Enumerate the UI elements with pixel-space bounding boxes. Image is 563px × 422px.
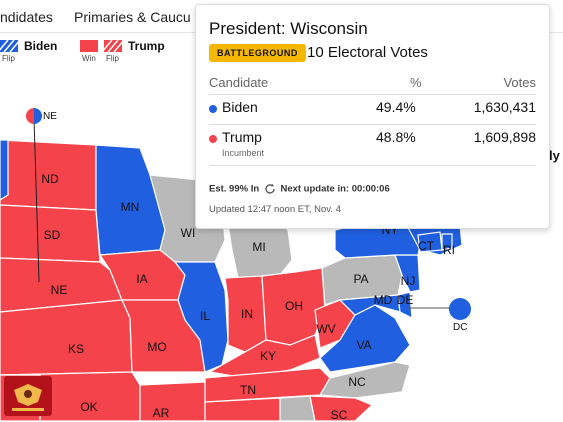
label-mo: MO bbox=[147, 340, 167, 354]
row-divider bbox=[209, 124, 536, 125]
legend-biden-label: Biden bbox=[24, 39, 58, 53]
state-delaware[interactable] bbox=[397, 291, 413, 320]
label-nd: ND bbox=[41, 172, 59, 186]
logo-emblem-icon bbox=[12, 384, 44, 411]
candidate-biden-name: Biden bbox=[222, 99, 258, 115]
electoral-votes: 10 Electoral Votes bbox=[307, 44, 428, 61]
state-georgia[interactable] bbox=[279, 395, 316, 421]
col-votes: Votes bbox=[503, 75, 536, 90]
state-arkansas[interactable] bbox=[139, 381, 206, 421]
label-il: IL bbox=[199, 309, 211, 323]
state-rhode-island[interactable] bbox=[441, 233, 453, 251]
header-divider bbox=[209, 94, 536, 95]
state-south-red[interactable] bbox=[204, 397, 281, 421]
label-wi: WI bbox=[180, 226, 196, 240]
label-sd: SD bbox=[43, 228, 61, 242]
legend-trump-flip: Flip bbox=[106, 54, 119, 63]
trump-flip-swatch bbox=[104, 40, 122, 52]
label-tn: TN bbox=[240, 383, 256, 397]
state-illinois[interactable] bbox=[173, 261, 229, 373]
col-candidate: Candidate bbox=[209, 75, 269, 90]
label-nj: NJ bbox=[400, 274, 416, 288]
label-ia: IA bbox=[136, 272, 148, 286]
biden-dot bbox=[209, 105, 217, 113]
popup-title: President: Wisconsin bbox=[209, 19, 368, 38]
col-pct: % bbox=[410, 75, 422, 90]
label-mn: MN bbox=[120, 200, 140, 214]
candidate-biden-votes: 1,630,431 bbox=[473, 99, 536, 115]
label-ks: KS bbox=[67, 342, 85, 356]
next-update: Next update in: 00:00:06 bbox=[280, 183, 390, 195]
map-legend: Biden Flip Trump Win Flip bbox=[0, 36, 200, 66]
candidate-trump-pct: 48.8% bbox=[376, 129, 416, 145]
ne-marker-label: NE bbox=[43, 111, 57, 122]
trump-dot bbox=[209, 135, 217, 143]
legend-trump-win: Win bbox=[82, 54, 96, 63]
label-ne: NE bbox=[50, 283, 68, 297]
trump-win-swatch bbox=[80, 40, 98, 52]
label-va: VA bbox=[356, 338, 372, 352]
label-wv: WV bbox=[316, 322, 336, 336]
candidate-trump-note: Incumbent bbox=[222, 148, 265, 158]
nav-candidates[interactable]: ndidates bbox=[0, 9, 53, 25]
label-ct: CT bbox=[418, 239, 434, 253]
label-ok: OK bbox=[80, 400, 98, 414]
label-pa: PA bbox=[353, 272, 369, 286]
candidate-trump-name: Trump bbox=[222, 129, 262, 145]
state-maryland[interactable] bbox=[338, 294, 401, 316]
state-kansas[interactable] bbox=[0, 299, 133, 376]
biden-flip-swatch bbox=[0, 40, 18, 52]
state-virginia[interactable] bbox=[319, 304, 411, 373]
label-ar: AR bbox=[152, 406, 170, 420]
candidate-trump-votes: 1,609,898 bbox=[473, 129, 536, 145]
dc-marker[interactable] bbox=[449, 298, 471, 320]
dc-label: DC bbox=[453, 322, 468, 333]
label-de: DE bbox=[396, 293, 414, 307]
label-oh: OH bbox=[285, 299, 303, 313]
legend-trump-label: Trump bbox=[128, 39, 165, 53]
label-in: IN bbox=[241, 307, 253, 321]
state-results-popup: President: Wisconsin BATTLEGROUND 10 Ele… bbox=[195, 4, 550, 229]
right-edge-text: ly bbox=[549, 148, 560, 163]
nav-primaries[interactable]: Primaries & Caucu bbox=[74, 9, 191, 25]
ne-connector-line bbox=[33, 117, 40, 283]
legend-biden-flip: Flip bbox=[2, 54, 15, 63]
label-mi: MI bbox=[252, 240, 266, 254]
label-ri: RI bbox=[443, 243, 455, 257]
state-western-blue[interactable] bbox=[0, 139, 9, 201]
est-reporting: Est. 99% In bbox=[209, 183, 260, 195]
label-nc: NC bbox=[348, 375, 366, 389]
ne-marker-red-half[interactable] bbox=[26, 108, 34, 124]
updated-time: Updated 12:47 noon ET, Nov. 4 bbox=[209, 204, 341, 215]
candidate-biden-pct: 49.4% bbox=[376, 99, 416, 115]
label-ky: KY bbox=[259, 349, 277, 363]
state-south-carolina[interactable] bbox=[309, 395, 374, 421]
watermark-logo bbox=[4, 376, 52, 416]
ne-marker-blue-half[interactable] bbox=[34, 108, 42, 124]
label-md: MD bbox=[373, 293, 393, 307]
battleground-badge: BATTLEGROUND bbox=[209, 44, 306, 62]
reporting-status: Est. 99% In Next update in: 00:00:06 bbox=[209, 183, 390, 195]
refresh-icon bbox=[265, 183, 275, 194]
footer-divider bbox=[209, 165, 536, 166]
label-sc: SC bbox=[330, 408, 348, 422]
